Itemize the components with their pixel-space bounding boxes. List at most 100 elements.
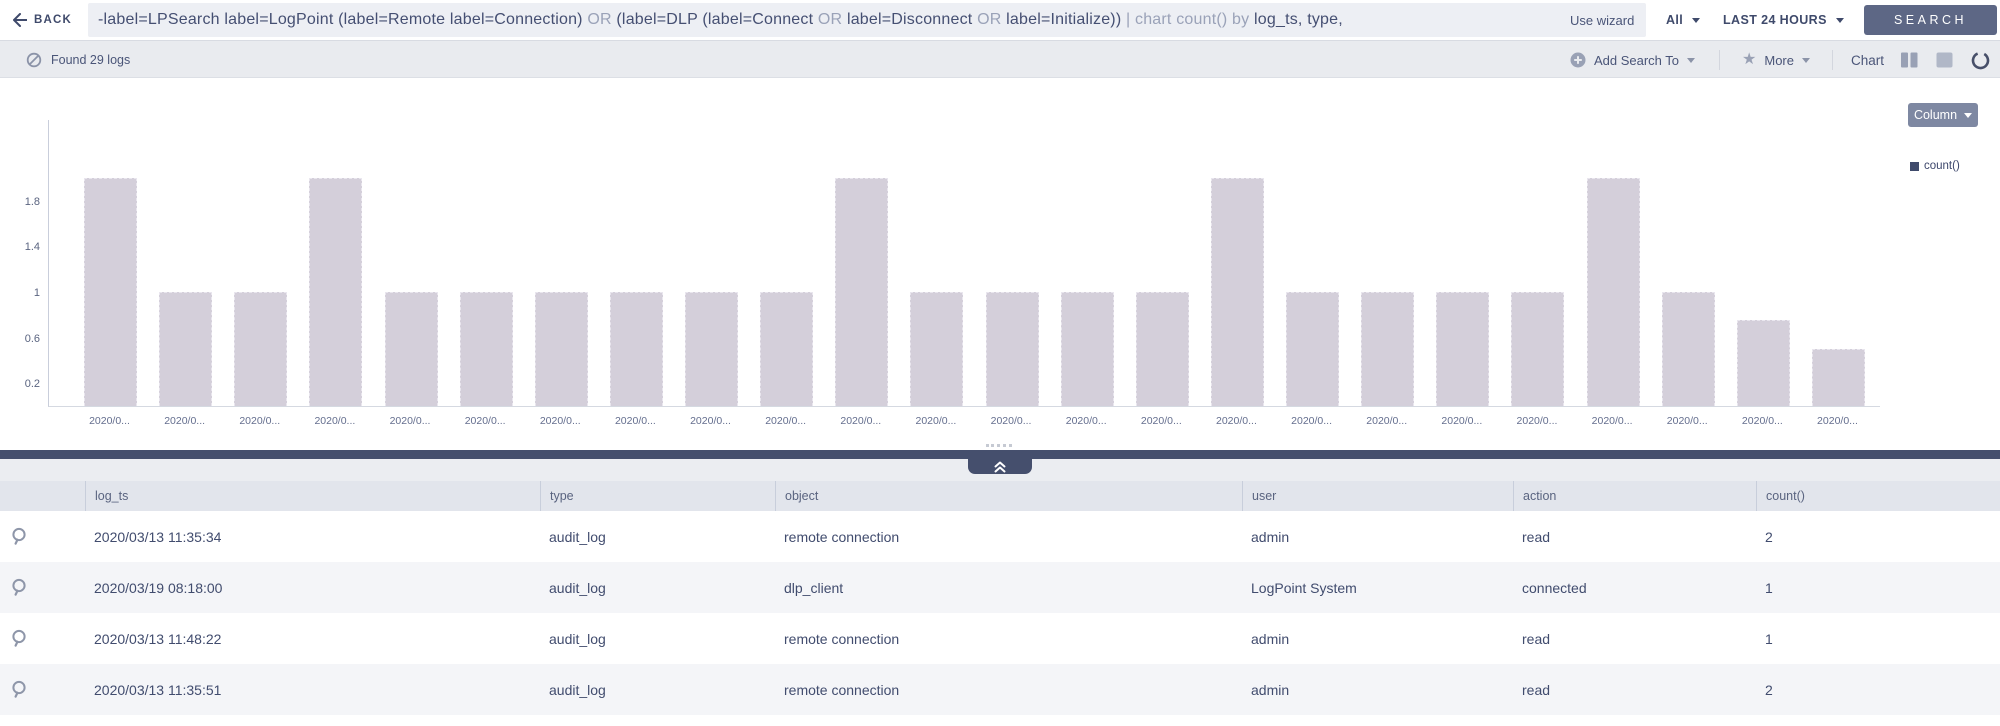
table-row[interactable]: 2020/03/13 11:35:51 audit_log remote conne…: [0, 664, 2000, 715]
magnifier-icon[interactable]: [10, 680, 29, 699]
use-wizard-link[interactable]: Use wizard: [1570, 12, 1635, 28]
table-row[interactable]: 2020/03/19 08:18:00 audit_log dlp_client Lo…: [0, 562, 2000, 613]
chart-view-section: Chart: [1851, 51, 1990, 70]
table-cell-type: audit_log: [549, 579, 606, 596]
table-cell-count: 1: [1765, 579, 1773, 596]
x-axis-tick-label: 2020/0...: [539, 415, 581, 427]
add-search-to-button[interactable]: Add Search To: [1570, 52, 1696, 68]
table-row[interactable]: 2020/03/13 11:35:34 audit_log remote conne…: [0, 511, 2000, 562]
chart-bar[interactable]: [1060, 292, 1114, 406]
chart-bar[interactable]: [309, 178, 363, 406]
repo-selector-label: All: [1666, 13, 1684, 27]
chart-bar[interactable]: [234, 292, 288, 406]
x-axis-tick-label: 2020/0...: [614, 415, 656, 427]
x-axis-tick-label: 2020/0...: [1291, 415, 1333, 427]
chart-bar[interactable]: [1661, 292, 1715, 406]
x-axis-tick-label: 2020/0...: [389, 415, 431, 427]
chart-bar[interactable]: [1361, 292, 1415, 406]
collapse-divider[interactable]: [0, 450, 2000, 459]
table-cell-user: LogPoint System: [1251, 579, 1357, 596]
header-cell-type[interactable]: type: [540, 481, 775, 511]
legend-label: count(): [1924, 160, 1960, 172]
table-cell-user: admin: [1251, 630, 1290, 647]
back-arrow-icon: [13, 13, 27, 27]
chart-bar[interactable]: [685, 292, 739, 406]
chart-bar[interactable]: [835, 178, 889, 406]
chart-bar[interactable]: [1811, 349, 1865, 406]
header-cell-action[interactable]: action: [1513, 481, 1756, 511]
magnifier-icon[interactable]: [10, 629, 29, 648]
query-text-segment: OR: [977, 11, 1007, 28]
header-cell-log_ts[interactable]: log_ts: [85, 481, 540, 511]
legend-swatch: [1910, 161, 1919, 171]
x-axis-tick-label: 2020/0...: [1666, 415, 1708, 427]
chart-bar[interactable]: [609, 292, 663, 406]
table-cell-action: read: [1522, 630, 1551, 647]
search-query-input[interactable]: -label=LPSearch label=LogPoint (label=Re…: [88, 3, 1646, 37]
repo-selector[interactable]: All: [1666, 0, 1701, 40]
chart-bar[interactable]: [760, 292, 814, 406]
circle-view-icon[interactable]: [1971, 51, 1990, 70]
x-axis-tick-label: 2020/0...: [840, 415, 882, 427]
chart-bar[interactable]: [159, 292, 213, 406]
row-magnifier-cell: [0, 562, 85, 613]
back-button[interactable]: BACK: [12, 0, 72, 40]
query-text-segment: (label=DLP (label=Connect: [616, 11, 818, 28]
chart-bar[interactable]: [534, 292, 588, 406]
y-axis-tick-label: 1.8: [24, 195, 40, 208]
split-columns-view-icon[interactable]: [1900, 52, 1918, 68]
chart-section-label: Chart: [1850, 52, 1884, 68]
x-axis-tick-label: 2020/0...: [1140, 415, 1182, 427]
chart-legend[interactable]: count(): [1910, 160, 1960, 172]
more-button[interactable]: ★ More: [1742, 52, 1810, 68]
chart-bar[interactable]: [1736, 320, 1790, 406]
magnifier-icon[interactable]: [10, 578, 29, 597]
header-cell-object[interactable]: object: [775, 481, 1242, 511]
header-cell-count[interactable]: count(): [1756, 481, 2000, 511]
chart-bar[interactable]: [1135, 292, 1189, 406]
chart-bar[interactable]: [459, 292, 513, 406]
x-axis-tick-label: 2020/0...: [314, 415, 356, 427]
status-bar: Found 29 logs Add Search To ★ More Chart: [0, 40, 2000, 78]
chart-bar[interactable]: [384, 292, 438, 406]
x-axis-tick-label: 2020/0...: [1591, 415, 1633, 427]
chart-bar[interactable]: [985, 292, 1039, 406]
table-row[interactable]: 2020/03/13 11:48:22 audit_log remote conne…: [0, 613, 2000, 664]
x-axis-tick-label: 2020/0...: [1741, 415, 1783, 427]
search-button[interactable]: SEARCH: [1864, 5, 1997, 35]
full-pane-view-icon[interactable]: [1936, 52, 1953, 68]
chart-bar[interactable]: [84, 178, 137, 406]
chart-bar[interactable]: [1586, 178, 1640, 406]
drag-handle-dots[interactable]: [986, 444, 1012, 447]
statusbar-actions: Add Search To ★ More Chart: [1570, 41, 2000, 79]
back-label: BACK: [34, 14, 73, 26]
x-axis-tick-label: 2020/0...: [1216, 415, 1257, 427]
collapse-tab[interactable]: [968, 459, 1032, 474]
x-axis-tick-label: 2020/0...: [1817, 415, 1858, 427]
table-cell-user: admin: [1251, 528, 1290, 545]
chart-type-dropdown[interactable]: Column: [1908, 103, 1978, 127]
x-axis-tick-label: 2020/0...: [765, 415, 807, 427]
x-axis-tick-label: 2020/0...: [1441, 415, 1483, 427]
chevron-down-icon: [1801, 57, 1810, 63]
query-text-segment: label=Disconnect: [846, 11, 978, 28]
y-axis-tick-label: 1.4: [24, 241, 40, 254]
x-axis-tick-label: 2020/0...: [239, 415, 281, 427]
chevron-down-icon: [1964, 112, 1973, 118]
chart-bar[interactable]: [1210, 178, 1264, 406]
table-cell-action: read: [1522, 528, 1551, 545]
header-cell-user[interactable]: user: [1242, 481, 1513, 511]
magnifier-icon[interactable]: [10, 527, 29, 546]
chart-bar[interactable]: [1286, 292, 1340, 406]
query-text-segment: -label=LPSearch label=LogPoint (label=Re…: [98, 11, 588, 28]
chart-bar[interactable]: [1436, 292, 1490, 406]
x-axis-tick-label: 2020/0...: [1516, 415, 1558, 427]
add-search-to-label: Add Search To: [1593, 52, 1680, 68]
chart-bar[interactable]: [1511, 292, 1565, 406]
double-chevron-up-icon: [994, 461, 1006, 472]
table-cell-count: 2: [1765, 681, 1773, 698]
query-text-segment: | chart count() by: [1126, 11, 1255, 28]
time-range-selector[interactable]: LAST 24 HOURS: [1723, 0, 1844, 40]
table-cell-type: audit_log: [549, 681, 606, 698]
chart-bar[interactable]: [910, 292, 964, 406]
